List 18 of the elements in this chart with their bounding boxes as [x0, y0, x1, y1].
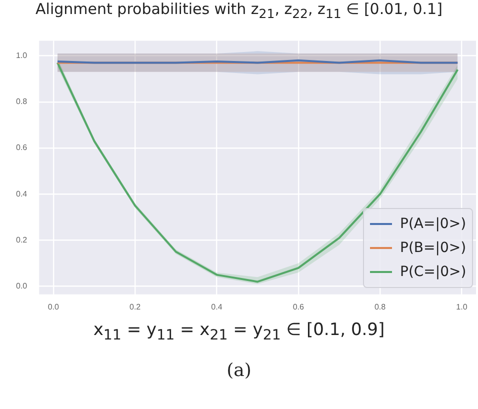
y-tick-label: 0.4 [16, 189, 28, 198]
y-tick-label: 0.2 [16, 235, 28, 244]
text: x$_{11}$ = y$_{11}$ = x$_{21}$ = y$_{21}$ ∈ [0.1, 0.9] [93, 320, 385, 344]
x-tick-label: 0.8 [374, 302, 386, 312]
x-tick-label: 1.0 [456, 302, 468, 312]
x-tick-label: 0.6 [292, 302, 304, 312]
legend-label: P(C=|0>) [400, 264, 466, 280]
y-tick-label: 0.0 [16, 282, 28, 291]
x-tick-label: 0.4 [211, 302, 223, 312]
legend-label: P(B=|0>) [400, 240, 466, 256]
text: (a) [226, 360, 252, 381]
y-tick-label: 0.8 [16, 97, 28, 106]
x-tick-label: 0.0 [48, 302, 60, 312]
y-tick-label: 1.0 [16, 50, 28, 60]
chart-title: Alignment probabilities with z$_{21}$, z$_{22}$, z$_{11}$ ∈ [0.01, 0.1] [34, 0, 444, 21]
legend-label: P(A=|0>) [400, 216, 466, 232]
x-tick-label: 0.2 [130, 302, 142, 312]
y-tick-label: 0.6 [16, 143, 28, 152]
